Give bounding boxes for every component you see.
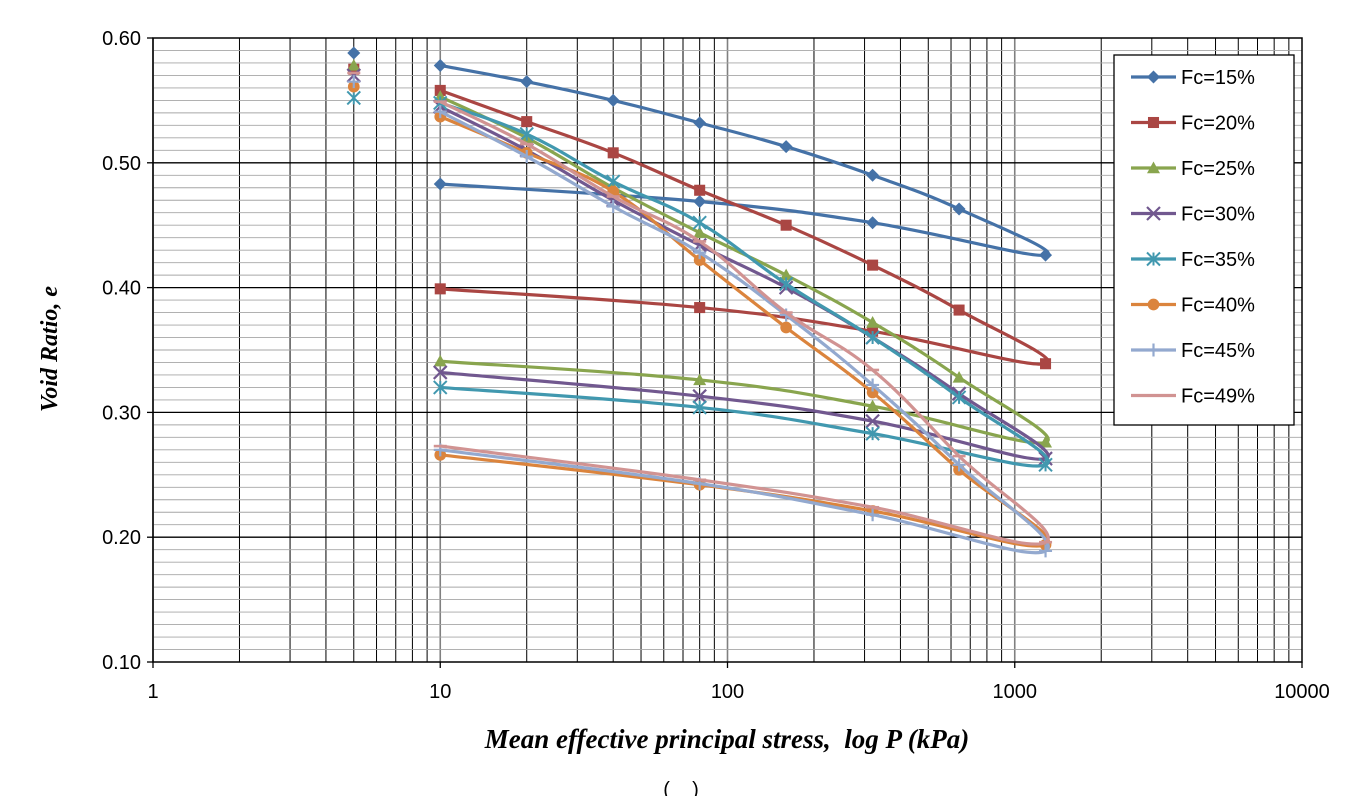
legend-entry-label: Fc=49%: [1181, 386, 1255, 408]
data-point: [1147, 343, 1160, 357]
legend-entry-label: Fc=15%: [1181, 67, 1255, 89]
x-axis-title: Mean effective principal stress, log P (…: [484, 724, 969, 754]
y-tick-label: 0.40: [102, 278, 141, 300]
data-point: [432, 365, 448, 380]
legend-entry-label: Fc=30%: [1181, 204, 1255, 226]
data-point: [606, 93, 620, 107]
data-point: [951, 390, 967, 405]
data-point: [692, 388, 707, 404]
legend-entry-label: Fc=35%: [1181, 249, 1255, 271]
data-point: [692, 400, 707, 415]
data-point: [780, 219, 792, 231]
data-point: [433, 380, 448, 395]
data-point: [693, 194, 707, 208]
data-point: [521, 116, 533, 128]
series-line: [439, 100, 1050, 546]
data-point: [866, 168, 880, 182]
data-point: [1147, 70, 1160, 84]
data-point: [866, 216, 880, 230]
data-point: [1147, 116, 1160, 129]
series-line: [439, 95, 1050, 445]
plot-area-border: [152, 37, 1303, 663]
data-point: [1147, 161, 1160, 174]
data-point: [433, 177, 447, 191]
data-point: [693, 246, 707, 260]
x-tick-label: 10: [429, 681, 451, 703]
data-point: [865, 413, 880, 429]
data-point: [1038, 457, 1053, 473]
data-point: [1146, 251, 1161, 267]
data-point: [866, 316, 880, 328]
data-point: [866, 508, 880, 522]
legend-box: [1113, 54, 1295, 426]
data-point: [693, 254, 706, 266]
data-point: [779, 268, 793, 281]
data-point: [694, 302, 706, 314]
data-point: [693, 116, 707, 130]
legend-entry-label: Fc=40%: [1181, 295, 1255, 317]
data-point: [346, 90, 361, 106]
y-tick-label: 0.50: [102, 153, 141, 175]
data-point: [347, 58, 361, 71]
series-line: [439, 88, 1050, 366]
data-point: [606, 199, 620, 213]
data-point: [1039, 544, 1053, 558]
y-tick-label: 0.30: [102, 402, 141, 424]
data-point: [1040, 358, 1052, 370]
y-tick-label: 0.10: [102, 652, 141, 674]
x-tick-label: 100: [711, 681, 744, 703]
data-point: [952, 458, 966, 472]
legend-entry-label: Fc=25%: [1181, 158, 1255, 180]
y-tick-label: 0.60: [102, 28, 141, 50]
data-point: [692, 215, 707, 230]
data-point: [952, 202, 966, 216]
data-point: [433, 105, 447, 119]
y-tick-label: 0.20: [102, 527, 141, 549]
axis-ticks: 0.10 0.20 0.30 0.40 0.50 0.60 1 10 100 1000 10000: [102, 28, 1330, 703]
data-point: [519, 126, 534, 142]
data-point: [952, 370, 966, 383]
footer-caption: ( ): [663, 779, 699, 796]
data-point: [347, 75, 361, 89]
data-point: [1039, 435, 1053, 448]
data-point: [693, 226, 707, 238]
data-point: [780, 321, 792, 334]
series-fc-49-: [347, 71, 1053, 546]
data-point: [867, 259, 879, 271]
data-point: [520, 75, 534, 89]
x-tick-label: 1: [147, 681, 158, 703]
data-point: [865, 426, 880, 441]
data-point: [1039, 248, 1053, 262]
legend: Fc=15% Fc=20% Fc=25% Fc=30% Fc=35% Fc=40% Fc=4…: [1113, 54, 1295, 426]
y-axis-title: Void Ratio, e: [37, 286, 63, 412]
legend-entry-label: Fc=20%: [1181, 113, 1255, 135]
data-point: [779, 140, 793, 154]
data-point: [693, 373, 707, 386]
data-point: [433, 58, 447, 72]
x-tick-label: 1000: [993, 681, 1038, 703]
grid-lines: [152, 38, 1302, 662]
series-fc-15-: [347, 46, 1053, 262]
data-point: [866, 399, 880, 412]
data-point: [865, 330, 880, 345]
series-lines: [346, 46, 1053, 558]
data-point: [433, 354, 447, 367]
series-line: [439, 115, 1050, 548]
data-point: [1147, 298, 1160, 311]
data-point: [694, 184, 706, 196]
x-tick-label: 10000: [1274, 681, 1330, 703]
data-point: [1146, 206, 1161, 221]
data-point: [434, 283, 446, 295]
legend-entry-label: Fc=45%: [1181, 340, 1255, 362]
data-point: [607, 147, 619, 159]
data-point: [866, 378, 880, 392]
data-point: [520, 150, 534, 164]
data-point: [347, 46, 361, 60]
data-point: [953, 304, 965, 316]
data-point: [778, 276, 794, 292]
